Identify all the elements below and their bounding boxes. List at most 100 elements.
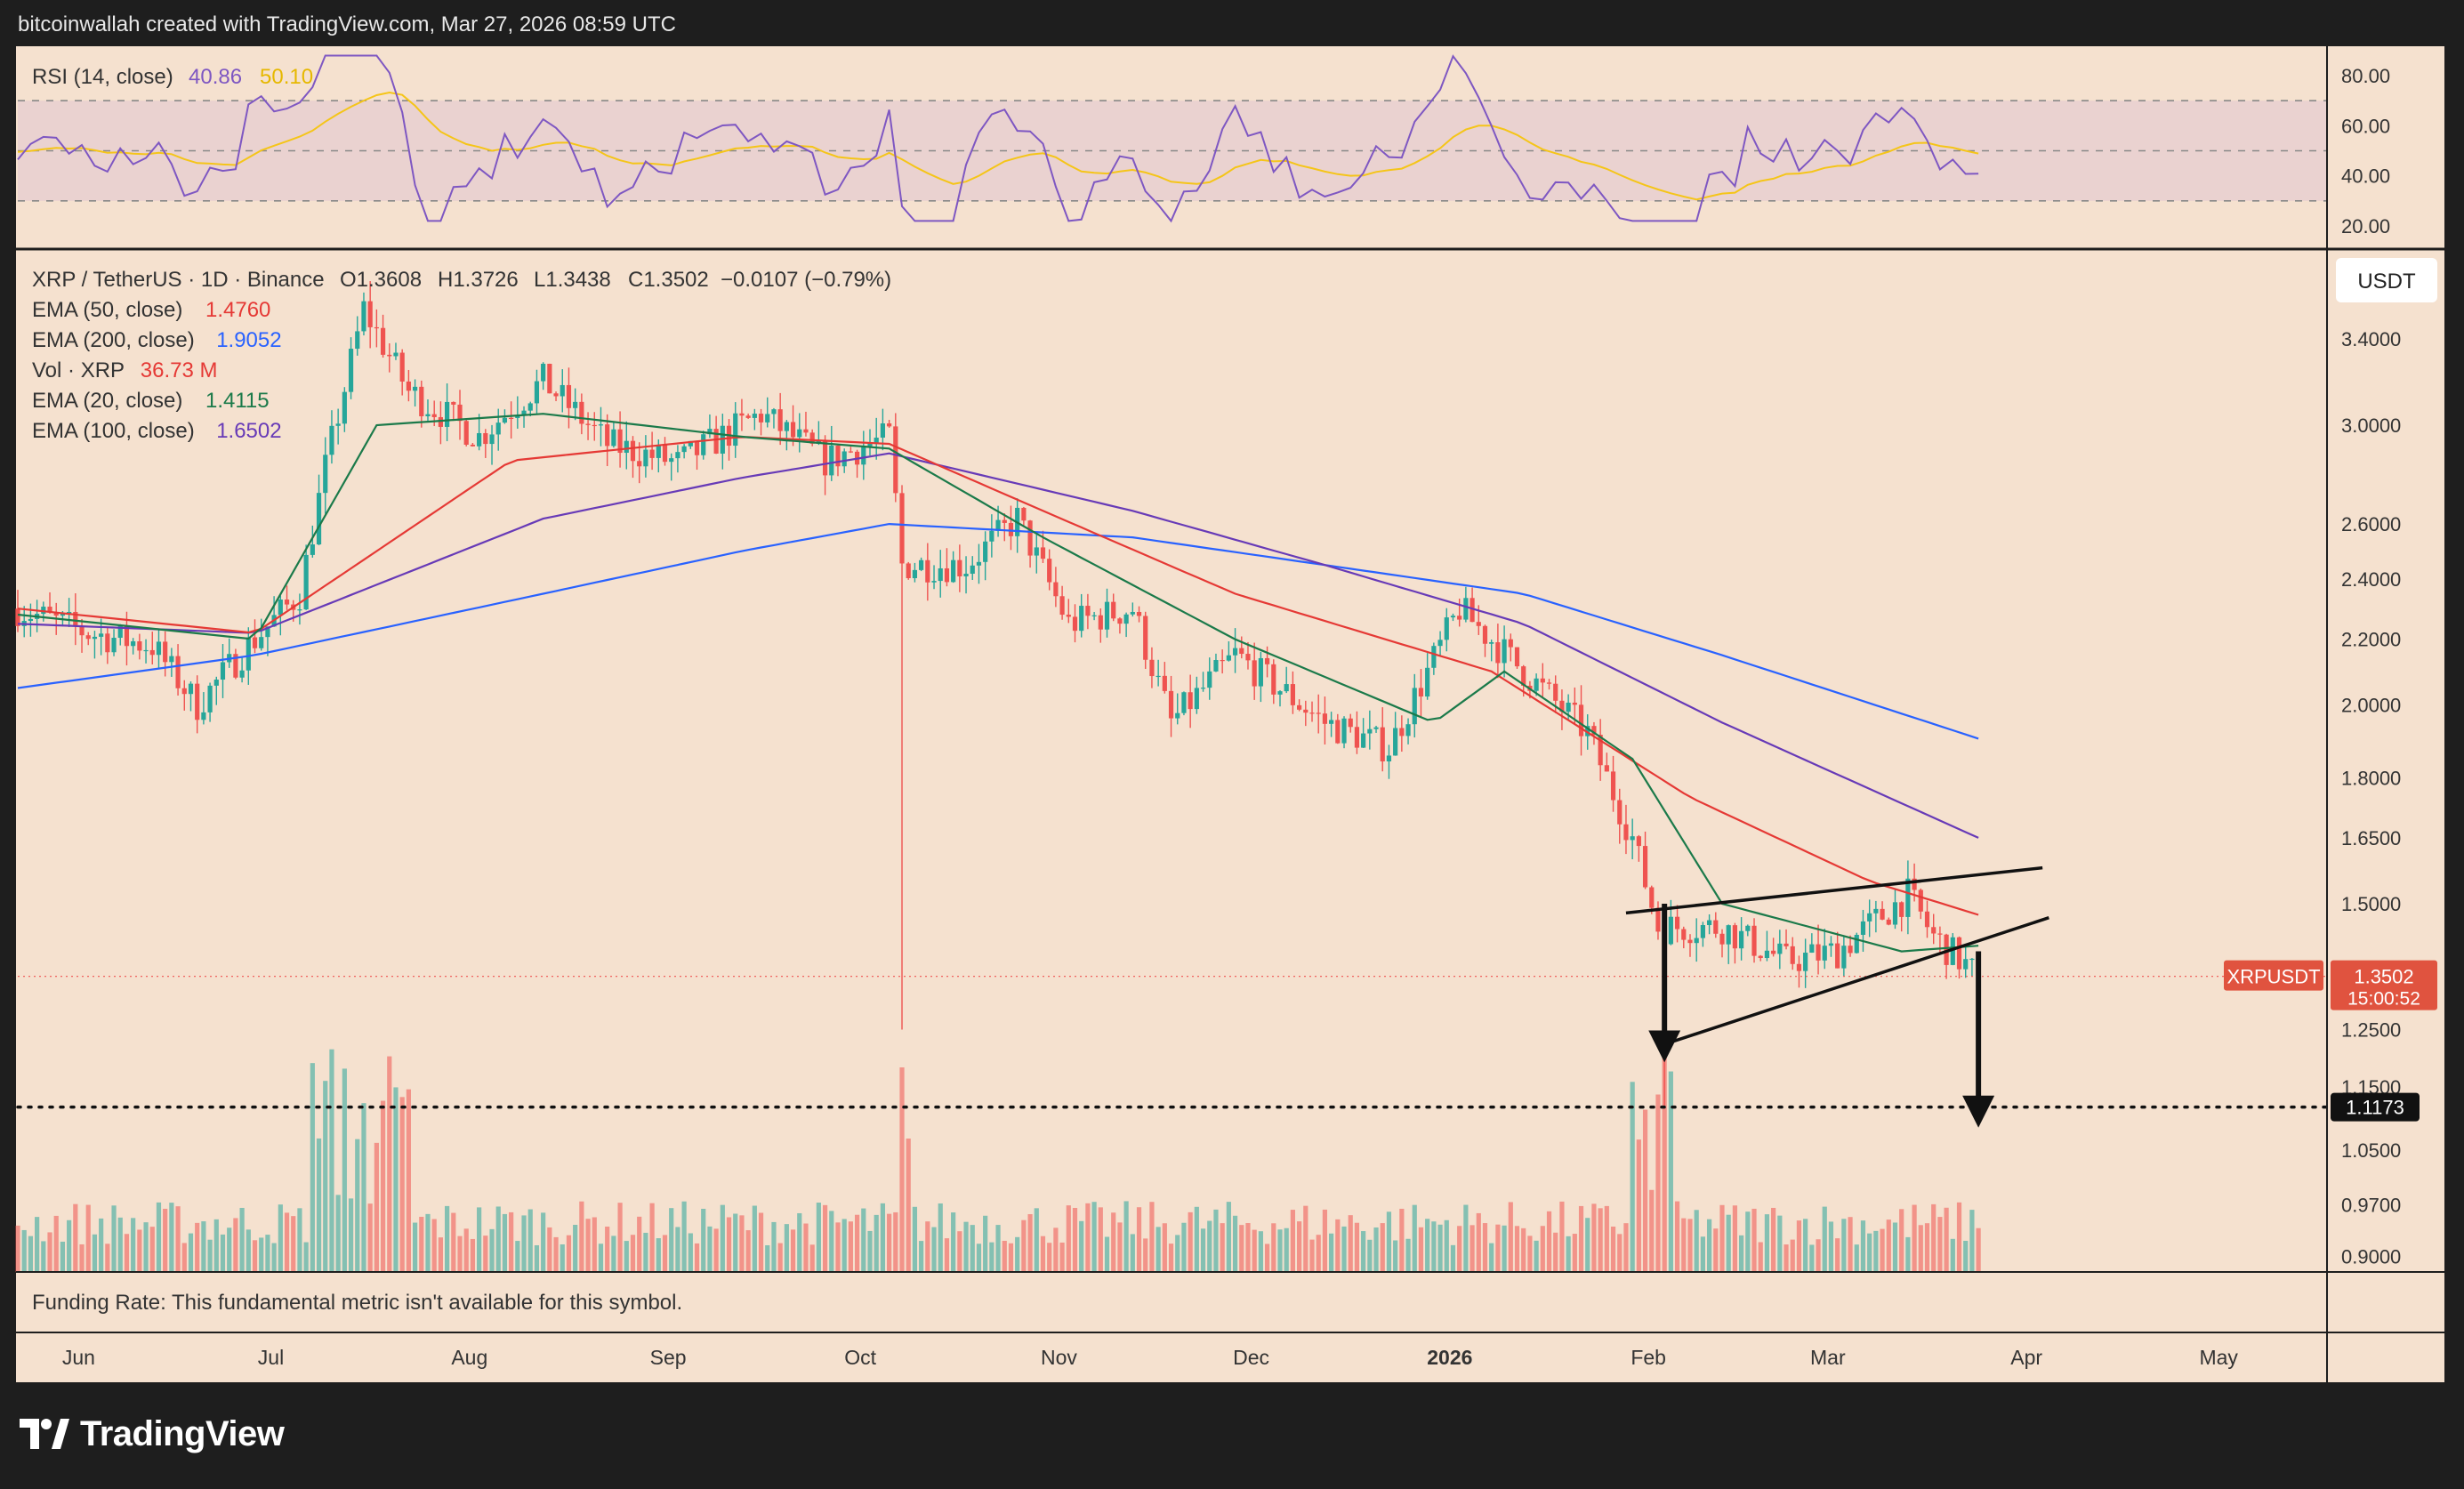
volume-bar [1585, 1218, 1590, 1272]
volume-bar [1559, 1201, 1565, 1272]
candle-body [1771, 950, 1776, 954]
volume-bar [438, 1237, 443, 1272]
candle-body [592, 424, 597, 427]
volume-bar [425, 1213, 431, 1272]
candle-body [1726, 925, 1731, 945]
candle-body [1264, 657, 1270, 664]
volume-bar [1117, 1222, 1123, 1272]
candle-body [534, 381, 540, 404]
volume-bar [1527, 1235, 1533, 1272]
volume-bar [1168, 1244, 1174, 1272]
candle-body [117, 625, 123, 639]
candle-body [989, 530, 994, 542]
candle-body [1873, 908, 1879, 914]
volume-bar [919, 1241, 924, 1272]
candle-body [1284, 684, 1289, 692]
candle-body [303, 554, 309, 610]
volume-bar [925, 1221, 930, 1272]
candle-body [1066, 615, 1071, 617]
candle-body [1809, 944, 1815, 954]
candle-body [239, 670, 245, 678]
candle-body [207, 685, 213, 712]
currency-box[interactable] [2336, 258, 2437, 302]
candle-body [1655, 907, 1661, 932]
axes: 80.00 60.00 40.00 20.00 3.4000 3.0000 2.6000 2.… [16, 46, 2444, 1382]
volume-bar [771, 1221, 777, 1272]
volume-bar [560, 1244, 565, 1272]
candle-body [560, 384, 565, 397]
candle-body [694, 440, 700, 455]
candle-body [489, 434, 495, 445]
candle-body [1470, 598, 1475, 623]
candle-body [1277, 691, 1283, 695]
chart-frame[interactable] [16, 46, 2444, 1382]
volume-bar [777, 1243, 783, 1272]
candle-body [1098, 615, 1103, 630]
candle-body [1136, 611, 1142, 616]
candle-body [316, 493, 322, 545]
time-label-oct: Oct [844, 1346, 876, 1369]
volume-bar [1502, 1225, 1507, 1272]
candle-body [252, 637, 258, 648]
candle-body [1457, 616, 1462, 620]
volume-bar [111, 1205, 117, 1272]
trendline-lower [1657, 916, 2049, 1049]
rsi-title: RSI (14, close) [32, 65, 173, 89]
volume-bar [1514, 1226, 1520, 1272]
volume-bar [637, 1216, 642, 1272]
volume-bar [1418, 1227, 1424, 1272]
volume-bar [1034, 1208, 1039, 1272]
candle-body [1540, 678, 1545, 683]
volume-bar [252, 1240, 258, 1272]
candle-body [1739, 930, 1744, 949]
legend-indicator-name: EMA (50, close) [32, 298, 182, 322]
volume-bar [310, 1063, 315, 1272]
candle-body [1034, 547, 1039, 556]
candle-body [483, 432, 488, 445]
candle-body [1610, 771, 1616, 801]
ema100-line [17, 452, 1979, 839]
candle-body [1226, 655, 1231, 661]
volume-bar [912, 1206, 918, 1272]
currency-label[interactable]: USDT [2357, 270, 2416, 294]
candle-body [758, 414, 764, 423]
volume-bar [1963, 1240, 1969, 1272]
candle-body [1886, 919, 1891, 925]
volume-bar [1457, 1226, 1462, 1272]
volume-bar [271, 1243, 277, 1272]
volume-bar [1828, 1221, 1834, 1272]
candle-body [463, 421, 469, 445]
candle-body [1021, 507, 1027, 521]
volume-bar [893, 1211, 898, 1272]
candle-body [1367, 728, 1373, 734]
volume-bar [1534, 1240, 1539, 1272]
candle-body [649, 449, 655, 458]
volume-bar [387, 1056, 392, 1272]
candle-body [1489, 642, 1494, 644]
volume-bar [35, 1217, 40, 1272]
volume-bar [1335, 1219, 1341, 1272]
candle-body [1162, 675, 1167, 691]
price-tick-label: 1.0500 [2341, 1139, 2401, 1162]
volume-bar [745, 1230, 751, 1272]
funding-note: Funding Rate: This fundamental metric is… [32, 1291, 682, 1315]
volume-bar [1899, 1209, 1904, 1272]
volume-bar [624, 1241, 629, 1272]
candle-body [1194, 688, 1199, 710]
candle-body [131, 641, 136, 647]
candle-body [1591, 726, 1597, 736]
candle-body [323, 455, 328, 494]
volume-bar [1489, 1243, 1494, 1272]
candle-body [976, 561, 982, 566]
candle-body [143, 649, 149, 652]
candle-body [1514, 647, 1520, 667]
volume-bar [669, 1208, 674, 1272]
candle-body [1534, 678, 1539, 691]
candle-body [99, 633, 104, 637]
candle-body [1027, 520, 1033, 556]
volume-bar [1373, 1227, 1379, 1272]
volume-bar [131, 1218, 136, 1272]
volume-bar [1617, 1234, 1623, 1272]
volume-bar [1662, 1041, 1667, 1272]
